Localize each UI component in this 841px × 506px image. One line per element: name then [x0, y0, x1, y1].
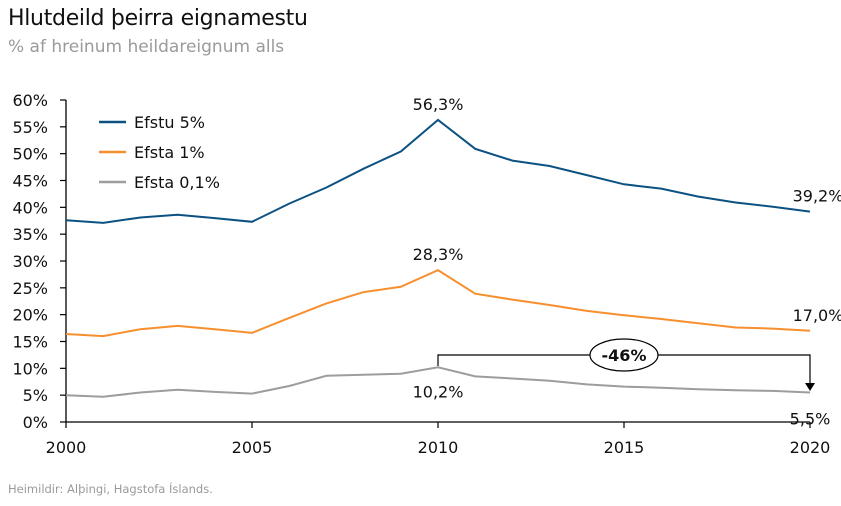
- source-note: Heimildir: Alþingi, Hagstofa Íslands.: [8, 482, 213, 496]
- series-line-3: [65, 366, 811, 398]
- callout-label: -46%: [602, 346, 647, 365]
- y-tick-label: 60%: [12, 91, 48, 110]
- chart-title: Hlutdeild þeirra eignamestu: [8, 6, 308, 31]
- data-label: 5,5%: [790, 409, 831, 428]
- data-label: 10,2%: [413, 382, 464, 401]
- arrow-down-icon: [805, 383, 815, 391]
- series-line-1: [65, 118, 811, 224]
- y-tick-label: 55%: [12, 118, 48, 137]
- series-line-2: [65, 268, 811, 338]
- callout-bubble: [589, 338, 659, 372]
- y-tick-label: 15%: [12, 333, 48, 352]
- y-tick-label: 30%: [12, 252, 48, 271]
- legend-label: Efsta 1%: [134, 143, 205, 162]
- y-tick-label: 35%: [12, 225, 48, 244]
- y-tick-label: 0%: [23, 413, 48, 432]
- y-tick-label: 50%: [12, 145, 48, 164]
- x-tick-label: 2020: [790, 438, 831, 457]
- x-tick-label: 2000: [46, 438, 87, 457]
- y-tick-label: 20%: [12, 306, 48, 325]
- data-label: 28,3%: [413, 245, 464, 264]
- y-tick-label: 10%: [12, 359, 48, 378]
- x-tick-label: 2015: [604, 438, 645, 457]
- data-label: 39,2%: [793, 187, 841, 206]
- data-label: 56,3%: [413, 95, 464, 114]
- x-tick-label: 2010: [418, 438, 459, 457]
- y-tick-label: 40%: [12, 198, 48, 217]
- legend-label: Efsta 0,1%: [134, 173, 220, 192]
- data-label: 17,0%: [793, 306, 841, 325]
- chart-subtitle: % af hreinum heildareignum alls: [8, 37, 285, 57]
- y-tick-label: 25%: [12, 279, 48, 298]
- x-tick-label: 2005: [232, 438, 273, 457]
- y-tick-label: 5%: [23, 386, 48, 405]
- y-tick-label: 45%: [12, 172, 48, 191]
- legend-label: Efstu 5%: [134, 113, 205, 132]
